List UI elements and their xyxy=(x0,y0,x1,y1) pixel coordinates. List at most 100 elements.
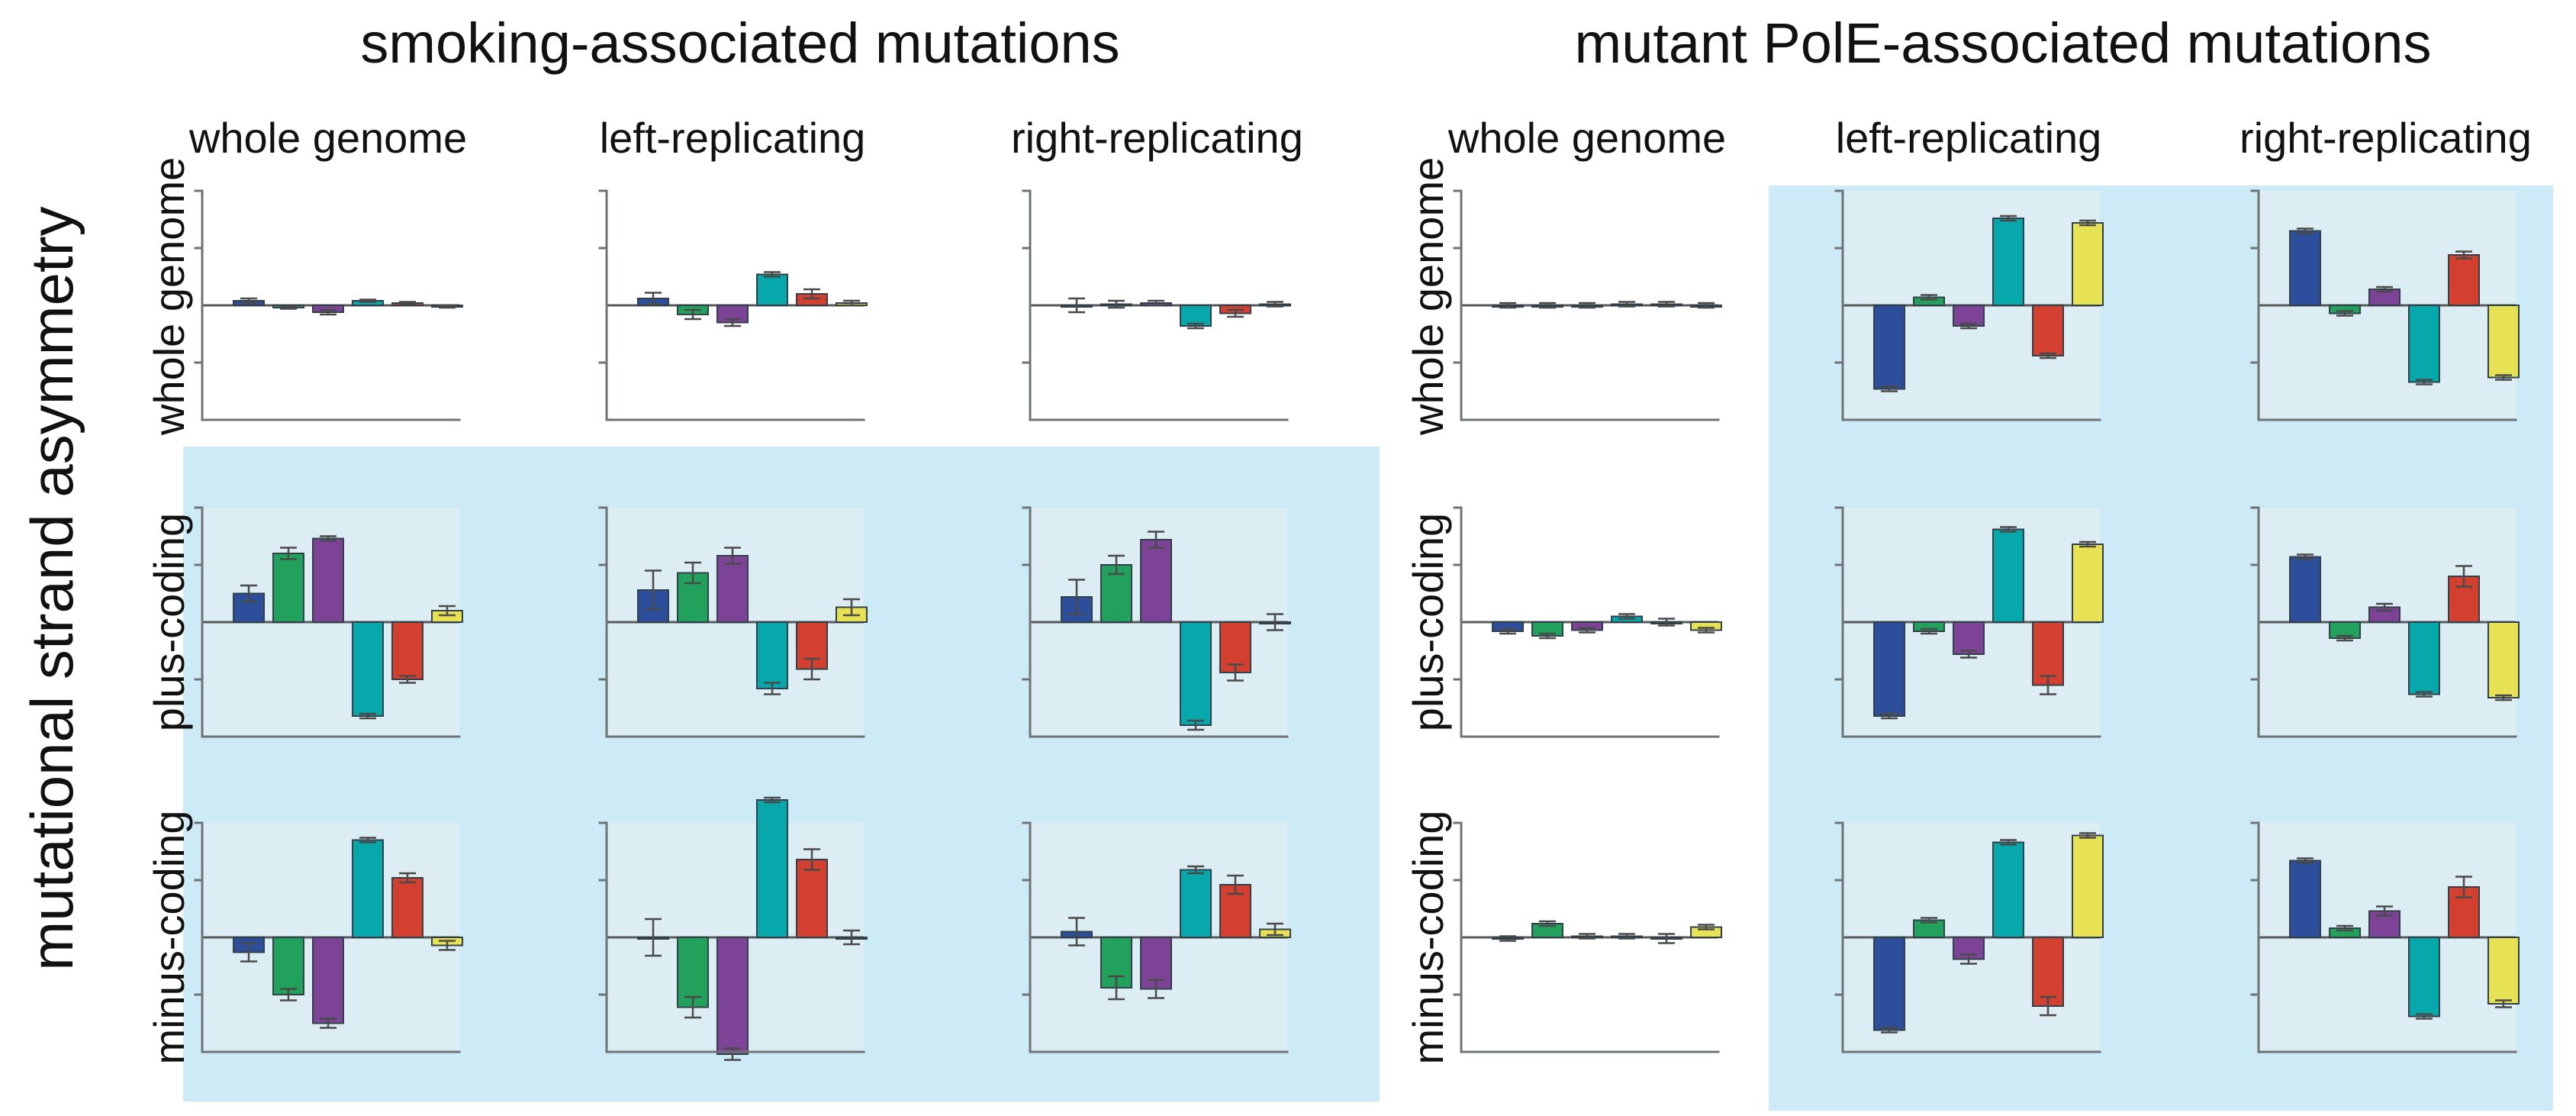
error-bar-purple xyxy=(2376,602,2393,612)
bar-blue xyxy=(1873,621,1905,717)
column-header-right-replicating: right-replicating xyxy=(1011,114,1303,162)
error-bar-red xyxy=(2455,250,2472,260)
bar-green xyxy=(272,937,304,995)
bar-chart-pole-minus-coding-left-replicating xyxy=(1834,821,2104,1053)
error-bar-red xyxy=(2455,876,2472,898)
axes xyxy=(194,506,461,738)
bar-chart-pole-whole-genome-right-replicating xyxy=(2250,189,2520,421)
bar-teal xyxy=(1180,621,1212,726)
bar-yellow xyxy=(2487,937,2520,1005)
bar-green xyxy=(677,937,709,1008)
error-bar-teal xyxy=(1618,933,1635,940)
panel-title-smoking: smoking-associated mutations xyxy=(360,11,1120,75)
error-bar-purple xyxy=(1579,933,1596,940)
bar-yellow xyxy=(2072,222,2104,306)
axes xyxy=(1453,506,1720,738)
error-bar-blue xyxy=(645,569,662,611)
bar-yellow xyxy=(2487,621,2520,698)
error-bar-teal xyxy=(2000,214,2017,222)
error-bar-yellow xyxy=(1698,924,1715,931)
error-bar-purple xyxy=(2376,905,2393,917)
error-bar-blue xyxy=(1068,579,1085,615)
column-header-left-replicating: left-replicating xyxy=(1835,114,2102,162)
bar-purple xyxy=(1953,305,1985,327)
error-bar-purple xyxy=(320,535,336,542)
column-header-whole-genome: whole genome xyxy=(1447,114,1727,162)
error-bar-green xyxy=(280,305,297,310)
error-bar-teal xyxy=(2416,1013,2433,1020)
error-bar-green xyxy=(2336,634,2353,642)
axes xyxy=(1022,506,1289,738)
bar-red xyxy=(2032,305,2064,356)
error-bar-yellow xyxy=(1267,922,1283,937)
bar-chart-smoking-minus-coding-right-replicating xyxy=(1022,821,1291,1053)
bar-purple xyxy=(1953,621,1985,655)
row-label-plus-coding: plus-coding xyxy=(1404,512,1452,732)
error-bar-teal xyxy=(359,712,376,720)
bar-red xyxy=(2032,621,2064,686)
error-bar-blue xyxy=(1068,297,1085,314)
error-bar-green xyxy=(684,561,701,585)
error-bar-blue xyxy=(2297,857,2314,864)
error-bar-yellow xyxy=(439,304,456,309)
error-bar-green xyxy=(1108,299,1125,309)
error-bar-teal xyxy=(1187,865,1204,875)
bar-chart-pole-plus-coding-right-replicating xyxy=(2250,506,2520,738)
axes xyxy=(194,821,461,1053)
error-bar-yellow xyxy=(1698,302,1715,309)
bar-chart-smoking-plus-coding-whole-genome xyxy=(194,506,463,738)
bar-red xyxy=(2448,254,2480,306)
error-bar-teal xyxy=(764,682,781,695)
error-bar-purple xyxy=(1960,650,1977,659)
error-bar-green xyxy=(1921,917,1937,924)
column-header-left-replicating: left-replicating xyxy=(599,114,866,162)
bar-purple xyxy=(312,537,344,623)
error-bar-green xyxy=(280,547,297,560)
error-bar-yellow xyxy=(2079,832,2096,839)
error-bar-blue xyxy=(1499,935,1516,942)
error-bar-red xyxy=(1658,618,1675,627)
error-bar-blue xyxy=(1881,712,1898,720)
error-bar-green xyxy=(2336,924,2353,932)
bar-red xyxy=(391,877,423,938)
bar-chart-pole-minus-coding-whole-genome xyxy=(1453,821,1722,1053)
axes xyxy=(598,506,865,738)
error-bar-teal xyxy=(1618,613,1635,620)
error-bar-yellow xyxy=(2079,540,2096,548)
error-bar-yellow xyxy=(843,299,860,307)
error-bar-teal xyxy=(764,796,781,804)
error-bar-yellow xyxy=(843,929,860,946)
bar-chart-pole-whole-genome-left-replicating xyxy=(1834,189,2104,421)
bar-purple xyxy=(312,937,344,1024)
bar-chart-smoking-plus-coding-right-replicating xyxy=(1022,506,1291,738)
bar-teal xyxy=(2408,937,2440,1018)
error-bar-red xyxy=(399,301,416,305)
bar-teal xyxy=(352,621,384,717)
bar-red xyxy=(2032,937,2064,1007)
error-bar-purple xyxy=(1579,302,1596,309)
column-header-right-replicating: right-replicating xyxy=(2240,114,2532,162)
error-bar-purple xyxy=(2376,285,2393,293)
axes xyxy=(1834,506,2101,738)
row-label-plus-coding: plus-coding xyxy=(145,512,193,732)
error-bar-yellow xyxy=(843,598,860,617)
error-bar-blue xyxy=(1881,1027,1898,1034)
error-bar-green xyxy=(1108,975,1125,1001)
bar-chart-smoking-whole-genome-right-replicating xyxy=(1022,189,1291,421)
bar-teal xyxy=(352,839,384,938)
bar-purple xyxy=(1140,539,1172,623)
error-bar-red xyxy=(2455,565,2472,588)
row-label-whole-genome: whole genome xyxy=(1404,156,1452,435)
bar-blue xyxy=(2289,230,2321,306)
error-bar-purple xyxy=(724,318,741,327)
error-bar-purple xyxy=(724,547,741,565)
error-bar-teal xyxy=(2000,839,2017,846)
error-bar-green xyxy=(280,988,297,1001)
error-bar-blue xyxy=(2297,227,2314,234)
bar-blue xyxy=(2289,860,2321,938)
error-bar-yellow xyxy=(1267,301,1283,308)
bar-teal xyxy=(1992,841,2024,938)
bar-teal xyxy=(756,273,788,306)
bar-purple xyxy=(716,937,749,1055)
bar-teal xyxy=(2408,305,2440,383)
